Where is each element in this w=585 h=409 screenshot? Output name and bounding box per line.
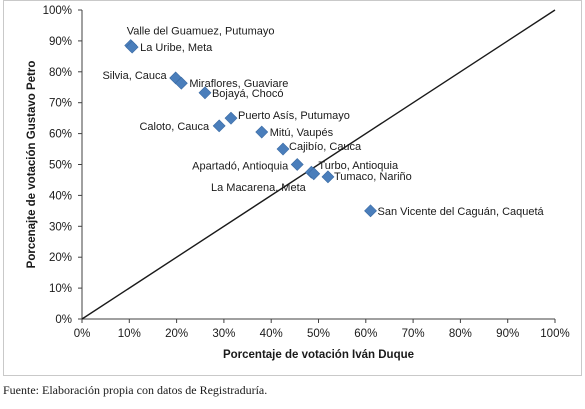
y-tick-label: 0%	[55, 314, 72, 326]
data-point-label: Puerto Asís, Putumayo	[238, 110, 350, 122]
scatter-chart: 0% 10% 20% 30% 40% 50% 60% 70% 80% 90% 100% 0% 10% 20…	[26, 5, 570, 361]
data-point-label: Valle del Guamuez, Putumayo	[127, 26, 275, 38]
data-point-marker	[174, 76, 188, 90]
tick-marks	[78, 9, 556, 323]
data-points	[124, 39, 377, 218]
y-tick-label: 90%	[49, 36, 72, 48]
data-point-marker	[125, 40, 139, 54]
data-point-marker	[255, 125, 269, 139]
data-point-label: La Macarena, Meta	[211, 182, 307, 194]
x-tick-label: 10%	[118, 328, 141, 340]
data-point-label: San Vicente del Caguán, Caquetá	[378, 206, 545, 218]
y-tick-label: 80%	[49, 67, 72, 79]
x-tick-label: 100%	[540, 328, 569, 340]
x-tick-label: 50%	[307, 328, 330, 340]
data-point-marker	[276, 142, 290, 156]
y-tick-label: 20%	[49, 252, 72, 264]
y-axis-title: Porcenajte de votación Gustavo Petro	[26, 61, 38, 269]
x-axis-title: Porcentaje de votación Iván Duque	[223, 349, 414, 361]
y-tick-label: 60%	[49, 129, 72, 141]
data-point-marker	[290, 158, 304, 171]
data-point-label: Silvia, Cauca	[102, 70, 167, 82]
x-tick-label: 90%	[496, 328, 519, 340]
data-point-label: Bojayá, Chocó	[212, 88, 284, 100]
y-tick-label: 40%	[49, 190, 72, 202]
diagonal-reference-line	[81, 9, 556, 320]
data-point-label: Cajibío, Cauca	[289, 141, 362, 153]
data-point-label: Apartadó, Antioquia	[192, 161, 289, 173]
data-point-marker	[198, 86, 212, 100]
x-tick-label: 30%	[212, 328, 235, 340]
x-tick-label: 60%	[354, 328, 377, 340]
data-point-marker	[364, 204, 377, 218]
y-tick-label: 70%	[49, 98, 72, 110]
x-tick-label: 0%	[74, 328, 91, 340]
x-tick-label: 20%	[165, 328, 188, 340]
data-point-marker	[321, 170, 335, 184]
data-point-label: Miraflores, Guaviare	[189, 78, 288, 90]
data-point-marker	[212, 119, 226, 133]
data-point-label: Tumaco, Nariño	[334, 171, 412, 183]
x-tick-label: 40%	[260, 328, 283, 340]
source-note: Fuente: Elaboración propia con datos de …	[3, 383, 268, 397]
y-tick-label: 30%	[49, 221, 72, 233]
y-tick-label: 100%	[43, 5, 72, 17]
data-point-label: Turbo, Antioquia	[318, 160, 399, 172]
y-tick-label: 10%	[49, 283, 72, 295]
data-point-marker	[224, 111, 238, 125]
chart-frame	[3, 0, 582, 376]
data-point-label: Mitú, Vaupés	[270, 127, 334, 139]
x-tick-label: 80%	[449, 328, 472, 340]
data-point-label: Caloto, Cauca	[139, 121, 210, 133]
point-labels: Valle del Guamuez, Putumayo La Uribe, Met…	[102, 26, 544, 218]
y-tick-label: 50%	[49, 160, 72, 172]
data-point-marker	[307, 167, 321, 181]
tick-labels: 0% 10% 20% 30% 40% 50% 60% 70% 80% 90% 100% 0% 10% 20…	[43, 5, 570, 340]
data-point-label: La Uribe, Meta	[140, 42, 213, 54]
x-tick-label: 70%	[402, 328, 425, 340]
